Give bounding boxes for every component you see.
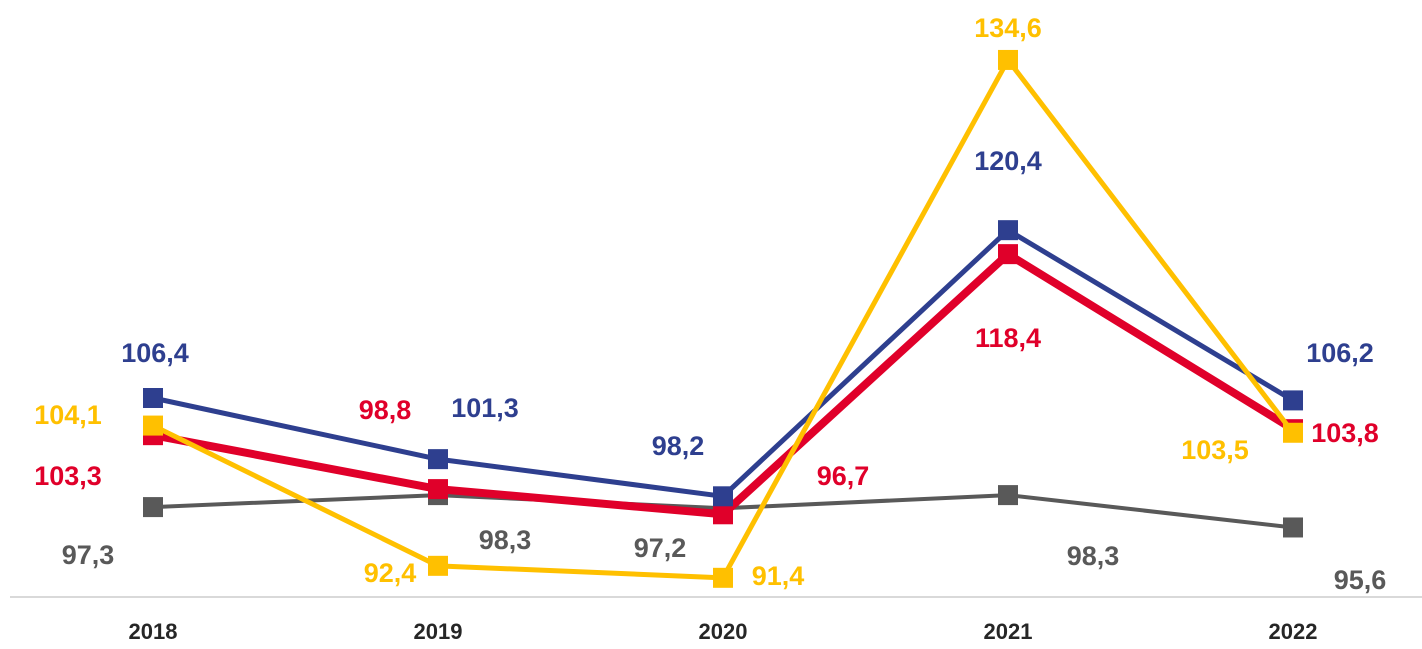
marker — [1283, 517, 1303, 538]
data-label: 92,4 — [364, 558, 417, 588]
marker — [998, 244, 1018, 265]
x-tick-label: 2020 — [699, 619, 748, 644]
marker — [428, 479, 448, 500]
data-label: 97,2 — [634, 533, 687, 563]
marker — [713, 486, 733, 507]
data-label: 103,3 — [34, 461, 102, 491]
data-label: 134,6 — [974, 13, 1042, 43]
marker — [143, 388, 163, 408]
marker — [998, 485, 1018, 506]
marker — [998, 49, 1018, 70]
data-label: 106,4 — [121, 338, 189, 368]
data-label: 120,4 — [974, 146, 1042, 176]
marker — [713, 567, 733, 588]
data-label: 98,8 — [359, 395, 412, 425]
data-label: 104,1 — [34, 400, 102, 430]
x-tick-label: 2022 — [1269, 619, 1318, 644]
marker — [143, 497, 163, 518]
data-label: 98,3 — [479, 525, 532, 555]
marker — [143, 415, 163, 436]
marker — [428, 555, 448, 576]
data-label: 91,4 — [752, 561, 805, 591]
data-label: 103,5 — [1181, 435, 1249, 465]
data-label: 101,3 — [451, 393, 519, 423]
data-label: 97,3 — [62, 540, 115, 570]
marker — [428, 449, 448, 470]
marker — [713, 504, 733, 525]
series-line — [152, 227, 1295, 499]
data-label: 95,6 — [1334, 565, 1387, 595]
marker — [1283, 390, 1303, 411]
x-tick-label: 2018 — [129, 619, 178, 644]
series-line — [152, 250, 1296, 519]
data-label: 106,2 — [1306, 338, 1374, 368]
marker — [998, 220, 1018, 241]
data-label: 98,2 — [652, 431, 705, 461]
data-label: 118,4 — [975, 323, 1041, 353]
marker — [1283, 422, 1303, 443]
x-tick-label: 2021 — [984, 619, 1033, 644]
data-label: 96,7 — [817, 461, 870, 491]
data-label: 98,3 — [1067, 541, 1120, 571]
data-label: 103,8 — [1311, 418, 1379, 448]
x-tick-label: 2019 — [414, 619, 463, 644]
